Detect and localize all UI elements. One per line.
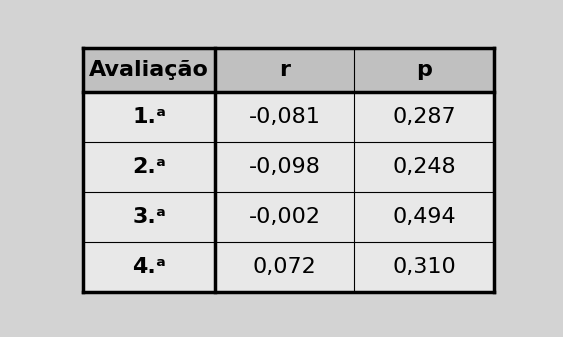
- Bar: [215, 242, 354, 292]
- Bar: [215, 192, 354, 242]
- Bar: [354, 242, 494, 292]
- Bar: [215, 142, 354, 192]
- Text: -0,002: -0,002: [248, 207, 320, 227]
- Text: 1.ᵃ: 1.ᵃ: [132, 107, 166, 127]
- Bar: [215, 48, 354, 92]
- Text: 0,494: 0,494: [392, 207, 455, 227]
- Bar: [83, 242, 215, 292]
- Text: p: p: [416, 60, 432, 80]
- Bar: [354, 92, 494, 142]
- Bar: [83, 192, 215, 242]
- Text: 0,287: 0,287: [392, 107, 455, 127]
- Bar: [354, 48, 494, 92]
- Text: 3.ᵃ: 3.ᵃ: [132, 207, 166, 227]
- Bar: [83, 92, 215, 142]
- Text: 0,072: 0,072: [253, 257, 316, 277]
- Text: Avaliação: Avaliação: [89, 60, 209, 80]
- Text: 2.ᵃ: 2.ᵃ: [132, 157, 166, 177]
- Bar: [83, 48, 215, 92]
- Bar: [354, 142, 494, 192]
- Text: r: r: [279, 60, 290, 80]
- Text: 0,248: 0,248: [392, 157, 455, 177]
- Text: 4.ᵃ: 4.ᵃ: [132, 257, 166, 277]
- Text: -0,098: -0,098: [248, 157, 320, 177]
- Bar: [354, 192, 494, 242]
- Bar: [83, 142, 215, 192]
- Bar: [215, 92, 354, 142]
- Text: -0,081: -0,081: [248, 107, 320, 127]
- Text: 0,310: 0,310: [392, 257, 456, 277]
